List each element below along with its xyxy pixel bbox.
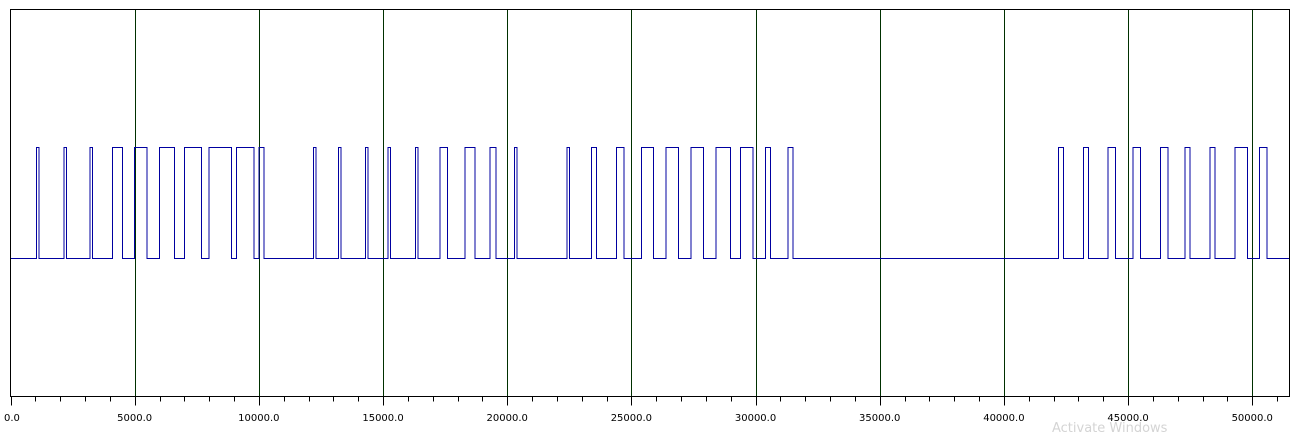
x-tick-label: 30000.0 xyxy=(735,413,776,424)
x-axis: 0.0 5000.0 10000.0 15000.0 20000.0 25000.0 300… xyxy=(4,396,1278,424)
x-tick-label: 40000.0 xyxy=(983,413,1024,424)
x-tick-label: 35000.0 xyxy=(859,413,900,424)
x-tick-label: 15000.0 xyxy=(362,413,403,424)
watermark-text: Activate Windows xyxy=(1052,421,1168,436)
x-tick-label: 45000.0 xyxy=(1107,413,1148,424)
x-tick-label: 5000.0 xyxy=(117,413,152,424)
plot-frame xyxy=(10,9,1290,397)
grid-lines xyxy=(135,9,1253,397)
signal-series xyxy=(10,147,1290,259)
x-tick-label: 20000.0 xyxy=(487,413,528,424)
x-tick-label: 50000.0 xyxy=(1232,413,1273,424)
x-tick-label: 25000.0 xyxy=(611,413,652,424)
x-tick-label: 10000.0 xyxy=(238,413,279,424)
x-tick-label: 0.0 xyxy=(4,413,20,424)
signal-line xyxy=(10,147,1290,259)
